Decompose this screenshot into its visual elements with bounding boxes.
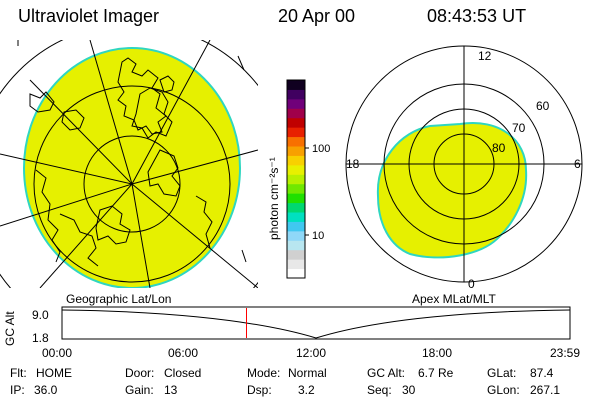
colorbar-swatch	[287, 268, 305, 279]
colorbar-swatch	[287, 155, 305, 166]
mlt-label-12: 12	[478, 49, 492, 63]
status-glat-label: GLat:	[487, 366, 516, 380]
colorbar-swatch	[287, 193, 305, 204]
status-glat-value: 87.4	[530, 366, 554, 380]
colorbar-swatch	[287, 221, 305, 232]
colorbar-frame	[286, 79, 306, 279]
right-map-caption: Apex MLat/MLT	[412, 292, 496, 306]
date-label: 20 Apr 00	[278, 6, 356, 26]
longitude-lines	[0, 40, 258, 288]
status-gcalt-value: 6.7 Re	[418, 366, 454, 380]
status-glon-label: GLon:	[487, 383, 520, 397]
colorbar-swatch	[287, 164, 305, 175]
status-gain-value: 13	[164, 383, 178, 397]
colorbar-swatch	[287, 136, 305, 147]
colorbar-swatch	[287, 127, 305, 138]
status-flt-value: HOME	[36, 366, 72, 380]
timeline-ytick-1-8: 1.8	[32, 331, 49, 345]
colorbar-tick-10: 10	[312, 230, 324, 242]
colorbar-swatch	[287, 259, 305, 270]
colorbar-tick-100: 100	[312, 143, 330, 155]
map-frame-ticks	[17, 40, 247, 263]
status-mode-label: Mode:	[247, 366, 280, 380]
timeline-xtick-2359: 23:59	[550, 346, 580, 360]
app-title: Ultraviolet Imager	[18, 6, 160, 26]
colorbar	[286, 79, 309, 279]
status-seq-label: Seq:	[367, 383, 392, 397]
status-dsp-label: Dsp:	[247, 383, 272, 397]
altitude-curve	[61, 309, 571, 339]
mlt-label-0: 0	[468, 277, 475, 291]
apex-polar-map: 12 18 6 0 60 70 80	[345, 45, 583, 291]
colorbar-unit-label: photon cm⁻²s⁻¹	[267, 157, 281, 240]
status-mode-value: Normal	[288, 366, 327, 380]
status-flt-label: Flt:	[10, 366, 27, 380]
colorbar-swatch	[287, 240, 305, 251]
altitude-timeline: GC Alt 9.0 1.8 00:00 06:00 12:00 18:00 2…	[3, 306, 580, 360]
timeline-xtick-1200: 12:00	[296, 346, 326, 360]
lat-label-80: 80	[492, 141, 506, 155]
lat-circle	[83, 135, 181, 233]
geographic-map	[0, 40, 258, 288]
colorbar-swatch	[287, 108, 305, 119]
timeline-xtick-1800: 18:00	[422, 346, 452, 360]
status-door-label: Door:	[125, 366, 154, 380]
colorbar-swatch	[287, 98, 305, 109]
colorbar-swatch	[287, 174, 305, 185]
timeline-frame	[61, 306, 571, 340]
colorbar-swatch	[287, 202, 305, 213]
colorbar-swatch	[287, 89, 305, 100]
coastlines	[29, 57, 213, 267]
time-label: 08:43:53 UT	[427, 6, 527, 26]
mlt-label-18: 18	[346, 157, 360, 171]
timeline-xtick-0600: 06:00	[168, 346, 198, 360]
lat-label-60: 60	[536, 99, 550, 113]
status-seq-value: 30	[402, 383, 416, 397]
colorbar-swatch	[287, 230, 305, 241]
aurora-oval-left	[23, 47, 241, 288]
aurora-oval-right	[376, 122, 528, 259]
lat-circle	[33, 85, 231, 283]
colorbar-swatch	[287, 80, 305, 90]
lat-label-70: 70	[512, 121, 526, 135]
left-map-caption: Geographic Lat/Lon	[66, 292, 171, 306]
status-dsp-value: 3.2	[298, 383, 315, 397]
status-panel: Flt: HOME Door: Closed Mode: Normal GC A…	[10, 366, 560, 397]
status-door-value: Closed	[164, 366, 201, 380]
status-glon-value: 267.1	[530, 383, 560, 397]
status-ip-label: IP:	[10, 383, 25, 397]
mlt-label-6: 6	[574, 157, 581, 171]
timeline-xtick-0000: 00:00	[42, 346, 72, 360]
timeline-axis-label: GC Alt	[3, 311, 17, 346]
status-gain-label: Gain:	[125, 383, 154, 397]
status-ip-value: 36.0	[34, 383, 58, 397]
timeline-ytick-9: 9.0	[32, 308, 49, 322]
colorbar-swatch	[287, 212, 305, 222]
colorbar-swatch	[287, 146, 305, 156]
colorbar-swatch	[287, 117, 305, 128]
colorbar-swatch	[287, 183, 305, 194]
colorbar-swatch	[287, 249, 305, 260]
status-gcalt-label: GC Alt:	[367, 366, 405, 380]
